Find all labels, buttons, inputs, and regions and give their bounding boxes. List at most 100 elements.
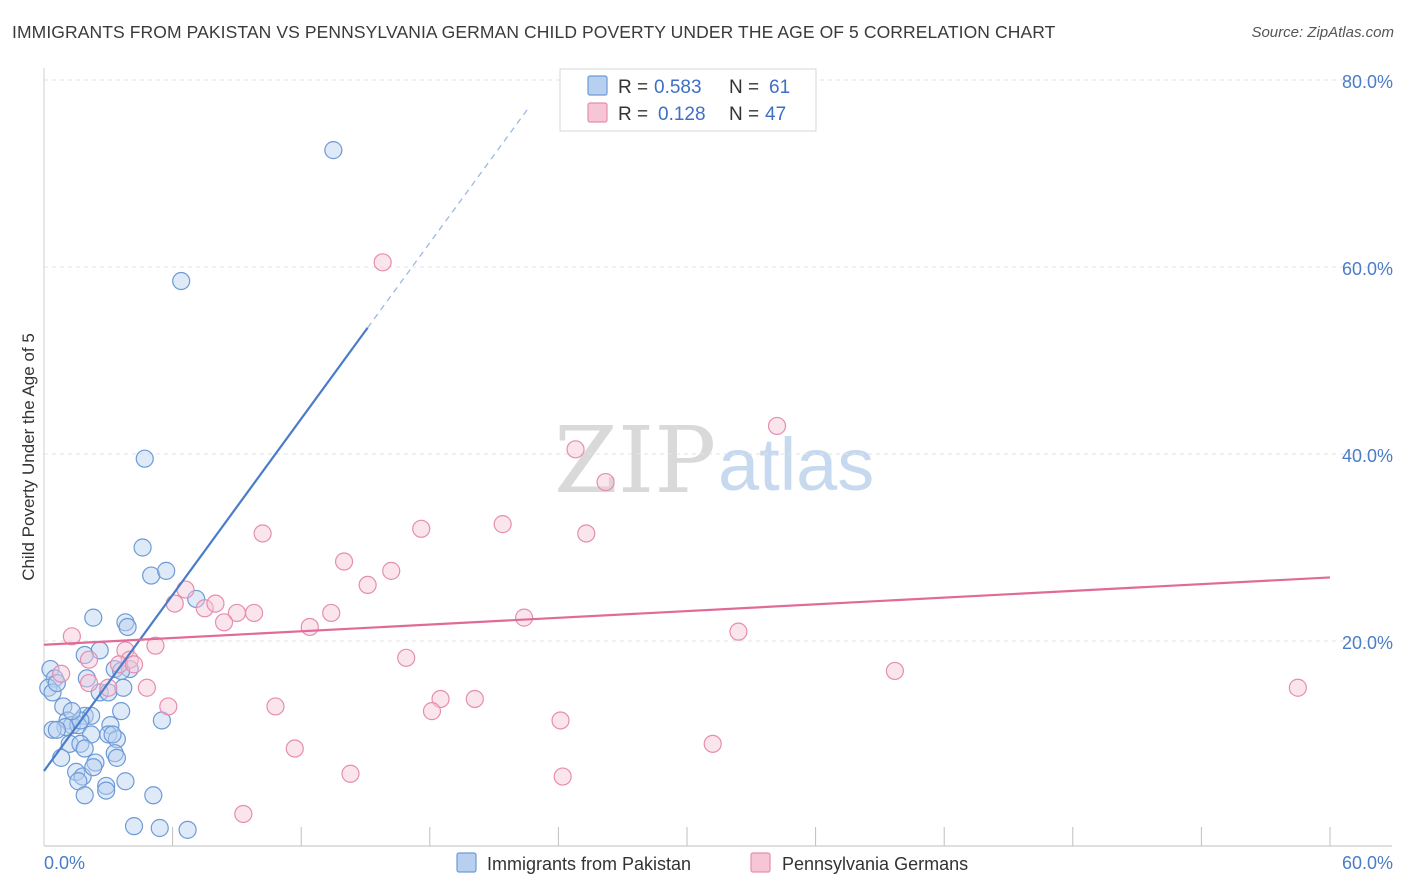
pagerman-point — [382, 561, 401, 580]
pakistan-point — [105, 744, 124, 763]
pakistan-point — [150, 818, 169, 838]
bottom-legend-swatch-blue — [456, 852, 477, 873]
pakistan-point — [118, 617, 137, 637]
pagerman-point — [253, 524, 272, 543]
pagerman-point — [62, 627, 81, 646]
pagerman-point — [165, 594, 184, 613]
pagerman-point — [358, 575, 377, 595]
pakistan-point — [84, 758, 103, 777]
pagerman-point — [553, 767, 572, 786]
pakistan-point — [142, 566, 161, 585]
pagerman-point — [465, 689, 484, 709]
pagerman-point — [885, 661, 905, 681]
pagerman-point — [99, 678, 118, 697]
pakistan-point — [86, 753, 105, 772]
pagerman-point — [285, 739, 304, 758]
pakistan-point — [47, 720, 66, 739]
x-axis-ticks — [172, 827, 1331, 846]
pakistan-point — [99, 725, 118, 744]
pagerman-point — [1288, 678, 1307, 697]
pakistan-point — [178, 820, 197, 839]
bottom-legend-swatch-pink — [750, 852, 771, 873]
legend-swatch-blue — [587, 75, 608, 96]
y-tick-label-20: 20.0% — [1342, 633, 1393, 653]
chart-title: IMMIGRANTS FROM PAKISTAN VS PENNSYLVANIA… — [12, 22, 1056, 42]
legend-r-label-1: R = — [618, 77, 648, 98]
pagerman-point — [397, 648, 416, 667]
trend-line-pakistan — [43, 327, 369, 772]
pakistan-point — [116, 772, 135, 791]
pagerman-point — [159, 697, 178, 716]
watermark-zip: ZIP — [554, 407, 716, 514]
pakistan-point — [97, 776, 116, 796]
pagerman-point — [596, 472, 615, 492]
legend-r-value-1: 0.583 — [654, 77, 702, 98]
pagerman-point — [334, 552, 354, 571]
pagerman-point — [322, 603, 341, 623]
pakistan-point — [54, 697, 73, 716]
pakistan-point — [114, 678, 133, 697]
y-axis-tick-labels: 20.0% 40.0% 60.0% 80.0% — [1342, 72, 1393, 653]
pagerman-point — [137, 678, 156, 697]
pakistan-point — [75, 786, 94, 805]
pagerman-point — [577, 524, 596, 543]
trend-line-pakistan-extension — [367, 107, 529, 329]
y-axis-label: Child Poverty Under the Age of 5 — [19, 333, 38, 581]
pagerman-point — [195, 599, 214, 618]
pakistan-point — [47, 673, 66, 693]
pagerman-point — [566, 440, 585, 459]
pagerman-point — [515, 608, 534, 627]
y-tick-label-40: 40.0% — [1342, 446, 1393, 466]
pagerman-point — [266, 697, 285, 716]
series-pakistan-points — [39, 141, 343, 839]
pagerman-point — [767, 416, 787, 436]
pagerman-point — [422, 702, 442, 721]
pagerman-point — [124, 655, 144, 674]
legend-n-value-2: 47 — [765, 104, 786, 125]
pakistan-point — [135, 449, 154, 468]
pagerman-point — [373, 253, 392, 272]
pagerman-point — [729, 622, 748, 641]
legend-n-label-1: N = — [729, 77, 759, 98]
y-tick-label-60: 60.0% — [1342, 259, 1393, 279]
watermark-atlas: atlas — [718, 423, 874, 506]
pakistan-point — [43, 683, 62, 702]
pakistan-point — [77, 669, 96, 688]
source-label: Source: ZipAtlas.com — [1251, 24, 1394, 41]
pakistan-point — [144, 786, 163, 805]
pakistan-point — [84, 608, 103, 627]
bottom-legend: Immigrants from Pakistan Pennsylvania Ge… — [456, 852, 968, 874]
pagerman-point — [79, 650, 99, 669]
pagerman-point — [244, 603, 264, 623]
pakistan-point — [172, 271, 191, 291]
pagerman-point — [214, 613, 234, 632]
x-tick-label-min: 0.0% — [44, 853, 85, 873]
pagerman-point — [109, 655, 129, 674]
pagerman-point — [341, 764, 360, 783]
pagerman-point — [146, 636, 165, 655]
pagerman-point — [300, 617, 319, 637]
pagerman-point — [234, 804, 253, 824]
pagerman-point — [206, 594, 225, 613]
pakistan-point — [116, 613, 135, 632]
pakistan-point — [133, 538, 152, 557]
legend-r-value-2: 0.128 — [658, 104, 706, 125]
pagerman-point — [79, 673, 99, 693]
axes — [43, 68, 1392, 847]
pakistan-point — [112, 702, 131, 721]
legend-r-label-2: R = — [618, 104, 648, 125]
series-pagerman-points — [52, 253, 1307, 824]
pakistan-point — [43, 720, 62, 739]
pakistan-point — [75, 739, 94, 758]
legend-n-label-2: N = — [729, 104, 759, 125]
legend-swatch-pink — [587, 102, 608, 123]
pakistan-point — [103, 725, 122, 744]
trend-lines — [43, 107, 1331, 772]
x-tick-label-max: 60.0% — [1342, 853, 1393, 873]
trend-line-pagerman — [43, 576, 1331, 646]
y-tick-label-80: 80.0% — [1342, 72, 1393, 92]
pagerman-point — [52, 664, 71, 683]
bottom-legend-label-pagerman: Pennsylvania Germans — [782, 854, 968, 874]
pagerman-point — [493, 515, 512, 534]
